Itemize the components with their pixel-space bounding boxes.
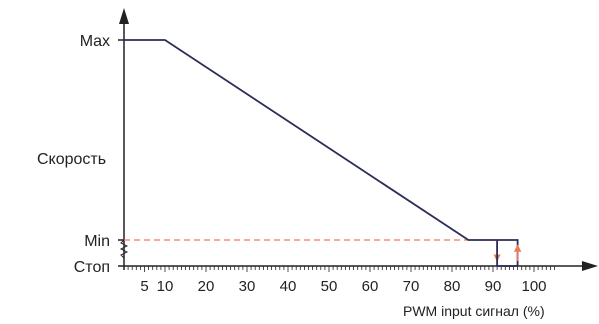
x-tick-label: 50	[321, 278, 338, 295]
x-axis-label: PWM input сигнал (%)	[403, 303, 545, 319]
x-tick-label: 5	[140, 278, 148, 295]
y-axis-break-mark	[119, 239, 129, 259]
y-level-stop: Стоп	[74, 259, 110, 276]
x-tick-label: 20	[198, 278, 215, 295]
y-axis-label: Скорость	[37, 151, 106, 168]
y-axis-arrow	[119, 8, 129, 24]
x-tick-label: 90	[485, 278, 502, 295]
x-ticks: 5 10 20 30 40 50 60 70 80 90 100	[127, 266, 555, 295]
x-tick-label: 40	[280, 278, 297, 295]
speed-curve	[124, 39, 519, 266]
y-level-min: Min	[84, 233, 110, 250]
y-level-max: Max	[80, 33, 110, 50]
x-tick-label: 70	[403, 278, 420, 295]
x-tick-label: 10	[157, 278, 174, 295]
x-axis-arrow	[582, 261, 598, 271]
x-tick-label: 60	[362, 278, 379, 295]
x-tick-label: 80	[444, 278, 461, 295]
x-tick-label: 30	[239, 278, 256, 295]
x-tick-label: 100	[521, 278, 546, 295]
